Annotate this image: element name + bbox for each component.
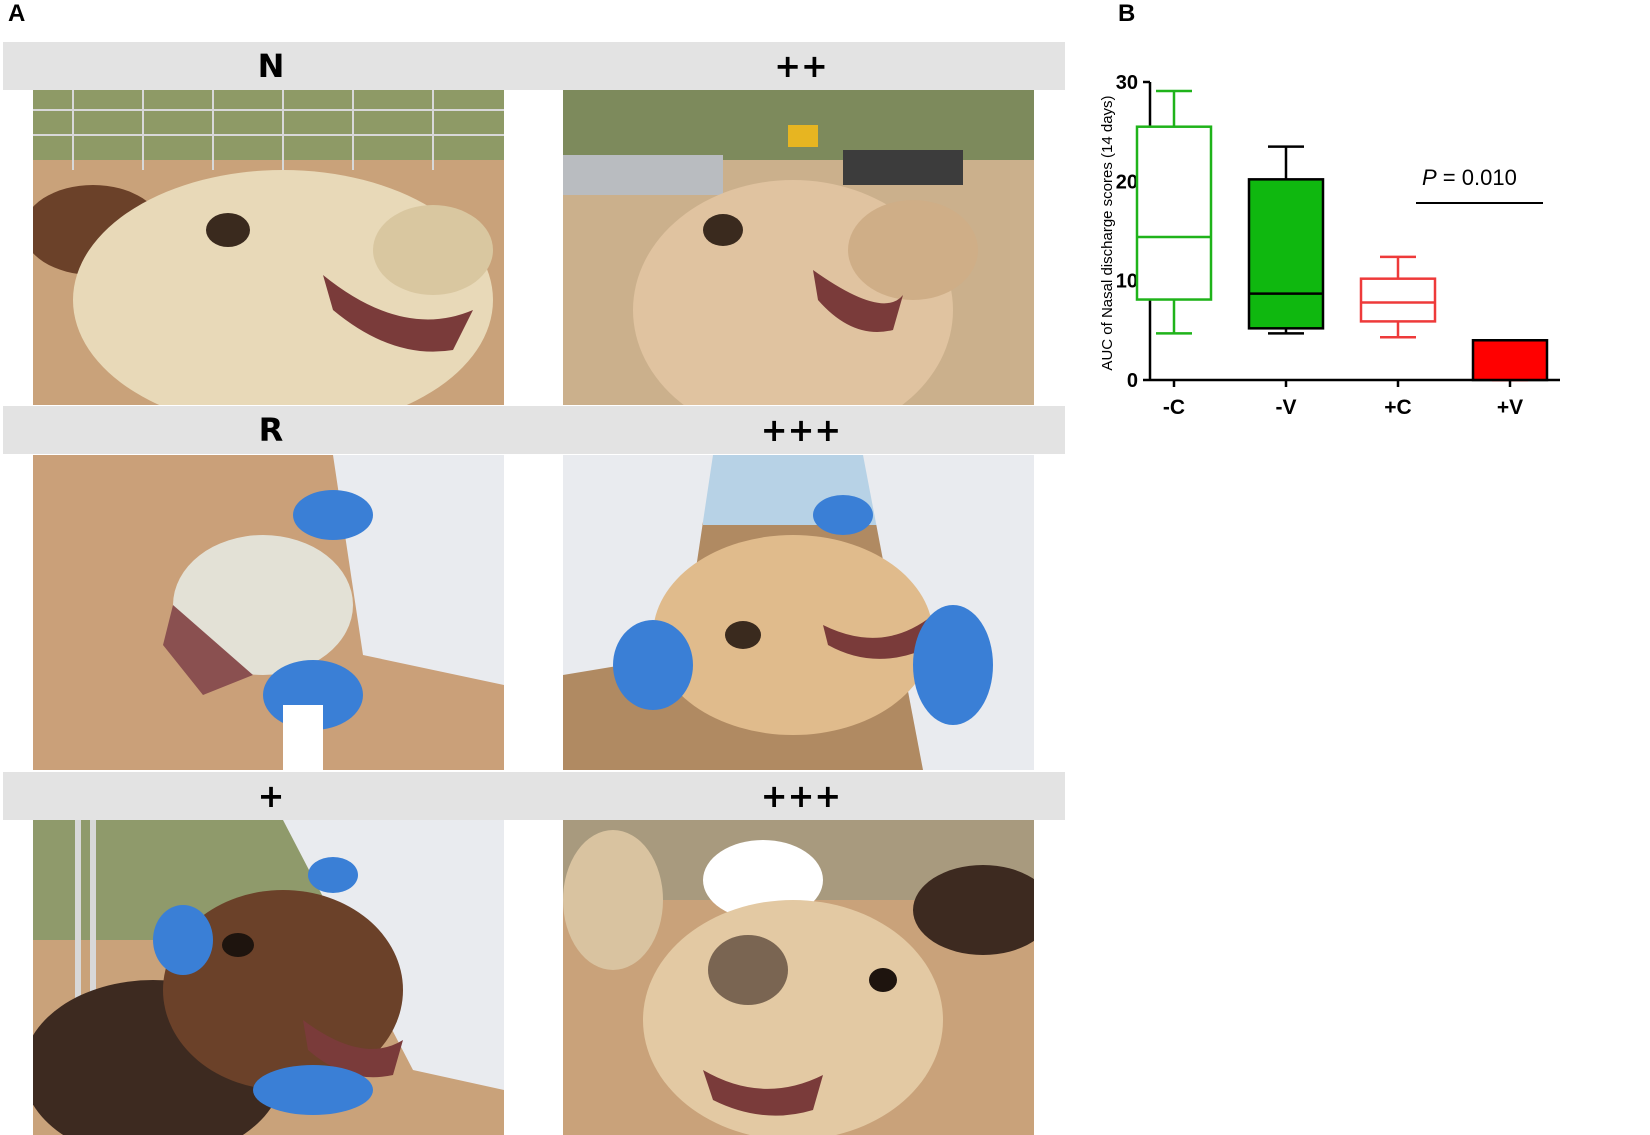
x-tick-label: +V bbox=[1497, 396, 1523, 419]
box-c-minus bbox=[1135, 89, 1213, 335]
row1-left-label: N bbox=[257, 47, 285, 85]
row-header-3: + +++ bbox=[3, 772, 1065, 820]
p-value-label: P = 0.010 bbox=[1422, 165, 1517, 190]
box-rect bbox=[1247, 178, 1325, 330]
box-v-plus bbox=[1471, 339, 1549, 382]
row2-right-label: +++ bbox=[760, 411, 842, 449]
row2-left-label: R bbox=[258, 411, 284, 449]
y-tick-label: 30 bbox=[1116, 72, 1138, 94]
box-v-minus bbox=[1247, 145, 1325, 335]
x-tick-label: -C bbox=[1163, 396, 1185, 419]
photo-camel-recovered bbox=[33, 455, 504, 770]
y-axis-title-text: AUC of Nasal discharge scores (14 days) bbox=[1099, 95, 1116, 370]
row1-right-label: ++ bbox=[774, 47, 828, 85]
photo-camel-plus-plus-plus-1 bbox=[563, 455, 1034, 770]
photo-camel-plus bbox=[33, 820, 504, 1135]
row3-left-label: + bbox=[257, 777, 285, 815]
y-tick-label: 0 bbox=[1127, 370, 1138, 392]
nasal-discharge-box-chart: AUC of Nasal discharge scores (14 days) … bbox=[1090, 60, 1645, 450]
photo-camel-normal bbox=[33, 90, 504, 405]
chart-svg: AUC of Nasal discharge scores (14 days) … bbox=[1099, 72, 1560, 419]
x-tick-label: +C bbox=[1384, 396, 1411, 419]
photo-camel-plus-plus bbox=[563, 90, 1034, 405]
row3-right-label: +++ bbox=[760, 777, 842, 815]
x-tick-label: -V bbox=[1276, 396, 1297, 419]
y-axis-title: AUC of Nasal discharge scores (14 days) bbox=[1099, 95, 1116, 370]
panel-b-label: B bbox=[1118, 0, 1136, 27]
photo-camel-plus-plus-plus-2 bbox=[563, 820, 1034, 1135]
box-rect bbox=[1135, 125, 1213, 301]
row-header-2: R +++ bbox=[3, 406, 1065, 454]
box-rect bbox=[1359, 277, 1437, 323]
p-value: = 0.010 bbox=[1437, 165, 1517, 190]
y-tick-label: 20 bbox=[1116, 171, 1138, 193]
panel-a-label: A bbox=[8, 0, 26, 27]
y-tick-label: 10 bbox=[1116, 271, 1138, 293]
row-header-1: N ++ bbox=[3, 42, 1065, 90]
p-symbol: P bbox=[1422, 165, 1437, 190]
box-c-plus bbox=[1359, 255, 1437, 339]
box-rect bbox=[1471, 339, 1549, 382]
